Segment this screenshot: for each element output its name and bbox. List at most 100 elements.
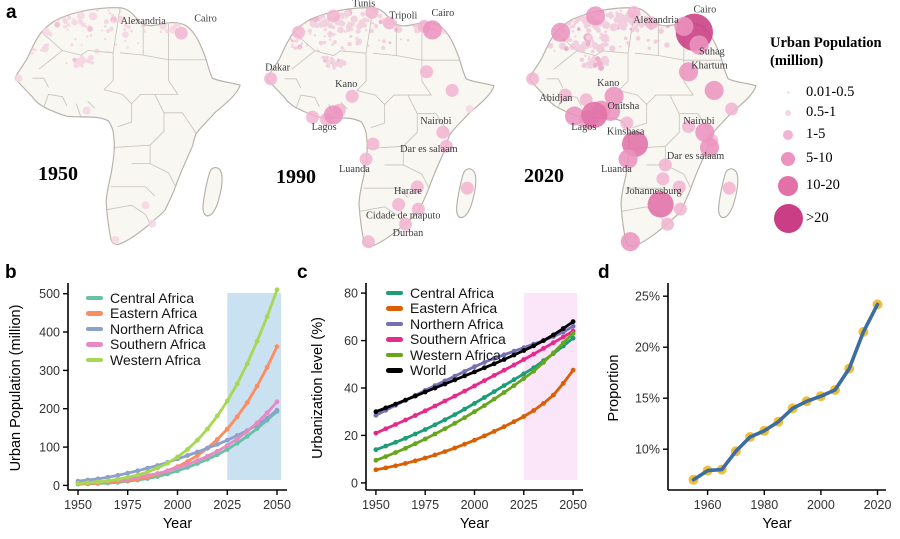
legend-series-label: Eastern Africa bbox=[410, 300, 498, 317]
data-point bbox=[105, 474, 111, 480]
legend-line-marker bbox=[86, 342, 103, 347]
data-point bbox=[491, 389, 497, 394]
city-dot bbox=[526, 72, 540, 86]
data-point bbox=[125, 474, 131, 480]
legend-series-label: World bbox=[410, 362, 447, 379]
africa-map-1990: Tunis Tripoli Cairo Dakar Kano Lagos Nairobi Da… bbox=[246, 0, 514, 258]
city-dot bbox=[644, 16, 658, 30]
city-dot bbox=[673, 202, 687, 216]
x-tick-label: 2050 bbox=[263, 498, 291, 512]
y-tick-label: 0 bbox=[53, 479, 60, 493]
y-tick-label: 400 bbox=[39, 326, 60, 340]
data-point bbox=[264, 314, 270, 320]
map-city-dot bbox=[399, 217, 413, 231]
x-tick-label: 1980 bbox=[750, 498, 778, 512]
series-eastern-africa bbox=[373, 367, 576, 473]
data-point bbox=[531, 343, 537, 349]
data-point bbox=[214, 413, 220, 419]
chart-legend-item: World bbox=[386, 363, 506, 379]
data-point bbox=[254, 383, 260, 389]
series-central-africa bbox=[373, 335, 576, 453]
x-tick-label: 2020 bbox=[864, 498, 892, 512]
data-point bbox=[264, 364, 270, 370]
size-legend-circle bbox=[778, 175, 798, 196]
data-point bbox=[373, 467, 379, 473]
map-city-label: Harare bbox=[394, 186, 422, 197]
data-point bbox=[383, 454, 389, 459]
legend-series-label: Central Africa bbox=[110, 289, 195, 306]
data-point bbox=[234, 414, 240, 420]
map-city-dot bbox=[439, 139, 453, 153]
data-point bbox=[482, 403, 487, 408]
size-legend-label: 0.01-0.5 bbox=[806, 83, 855, 100]
data-point bbox=[393, 422, 398, 427]
size-legend-item: 10-20 bbox=[770, 171, 898, 200]
x-tick-label: 1950 bbox=[362, 498, 390, 512]
chart-legend-item: Northern Africa bbox=[86, 321, 206, 337]
city-dot bbox=[76, 11, 85, 20]
data-point bbox=[135, 472, 141, 478]
data-point bbox=[462, 388, 467, 394]
data-point bbox=[482, 365, 487, 371]
map-city-dot bbox=[581, 101, 608, 128]
size-legend-circle-cell bbox=[770, 109, 806, 116]
city-dot bbox=[420, 65, 434, 79]
chart-panel-c: 0 20 40 60 80 1950 1975 2000 2025 2050 Central Af… bbox=[290, 260, 590, 539]
data-point bbox=[432, 431, 438, 437]
data-point bbox=[195, 453, 200, 458]
data-point bbox=[135, 468, 141, 474]
data-point bbox=[521, 348, 527, 353]
map-city-label: Dakar bbox=[265, 63, 291, 74]
chart-b-y-axis-title: Urban Population (million) bbox=[8, 304, 24, 472]
data-point bbox=[442, 449, 448, 454]
data-point bbox=[472, 409, 477, 415]
map-city-label: Abidjan bbox=[539, 93, 572, 104]
map-city-dot bbox=[564, 106, 585, 126]
city-dot bbox=[305, 110, 320, 124]
data-point bbox=[403, 435, 408, 441]
data-point bbox=[501, 357, 507, 362]
city-dot bbox=[141, 201, 150, 210]
city-dot bbox=[42, 28, 51, 36]
data-point bbox=[224, 437, 230, 443]
data-point bbox=[95, 479, 101, 485]
map-city-dot bbox=[618, 149, 638, 169]
chart-b-legend: Central Africa Eastern Africa Northern Afr… bbox=[86, 290, 206, 368]
chart-d-y-axis-title: Proportion bbox=[606, 354, 622, 422]
size-legend-circle-cell bbox=[770, 90, 806, 94]
data-point bbox=[403, 461, 408, 466]
data-point bbox=[462, 369, 467, 374]
data-point bbox=[452, 420, 458, 426]
labeled-cities: Alexandria Cairo bbox=[121, 14, 217, 40]
x-tick-label: 2050 bbox=[559, 498, 587, 512]
data-point bbox=[511, 352, 517, 358]
size-legend-title: Urban Population (million) bbox=[770, 34, 898, 70]
chart-legend-item: Southern Africa bbox=[386, 332, 506, 348]
data-point bbox=[214, 452, 220, 458]
map-city-label: Tripoli bbox=[389, 10, 417, 21]
map-city-dot bbox=[410, 180, 424, 194]
legend-series-label: Southern Africa bbox=[410, 331, 506, 348]
size-legend-label: >20 bbox=[806, 209, 829, 226]
data-line bbox=[691, 302, 880, 482]
city-dot bbox=[392, 197, 406, 211]
data-point bbox=[442, 381, 448, 387]
map-city-label: Tunis bbox=[352, 0, 375, 10]
data-point bbox=[373, 447, 379, 453]
data-point bbox=[264, 410, 270, 416]
legend-line-marker bbox=[386, 337, 403, 342]
map-city-label: Lagos bbox=[312, 122, 337, 133]
data-point bbox=[462, 415, 467, 421]
legend-series-label: Western Africa bbox=[110, 351, 201, 368]
data-point bbox=[105, 478, 111, 484]
data-point bbox=[412, 441, 418, 447]
data-point bbox=[422, 455, 428, 461]
data-point bbox=[501, 390, 507, 395]
data-point bbox=[175, 465, 180, 471]
data-point bbox=[570, 335, 576, 341]
data-point bbox=[403, 417, 408, 423]
data-point bbox=[254, 420, 260, 426]
country-borders bbox=[32, 7, 206, 224]
size-legend-circle-cell bbox=[770, 129, 806, 140]
